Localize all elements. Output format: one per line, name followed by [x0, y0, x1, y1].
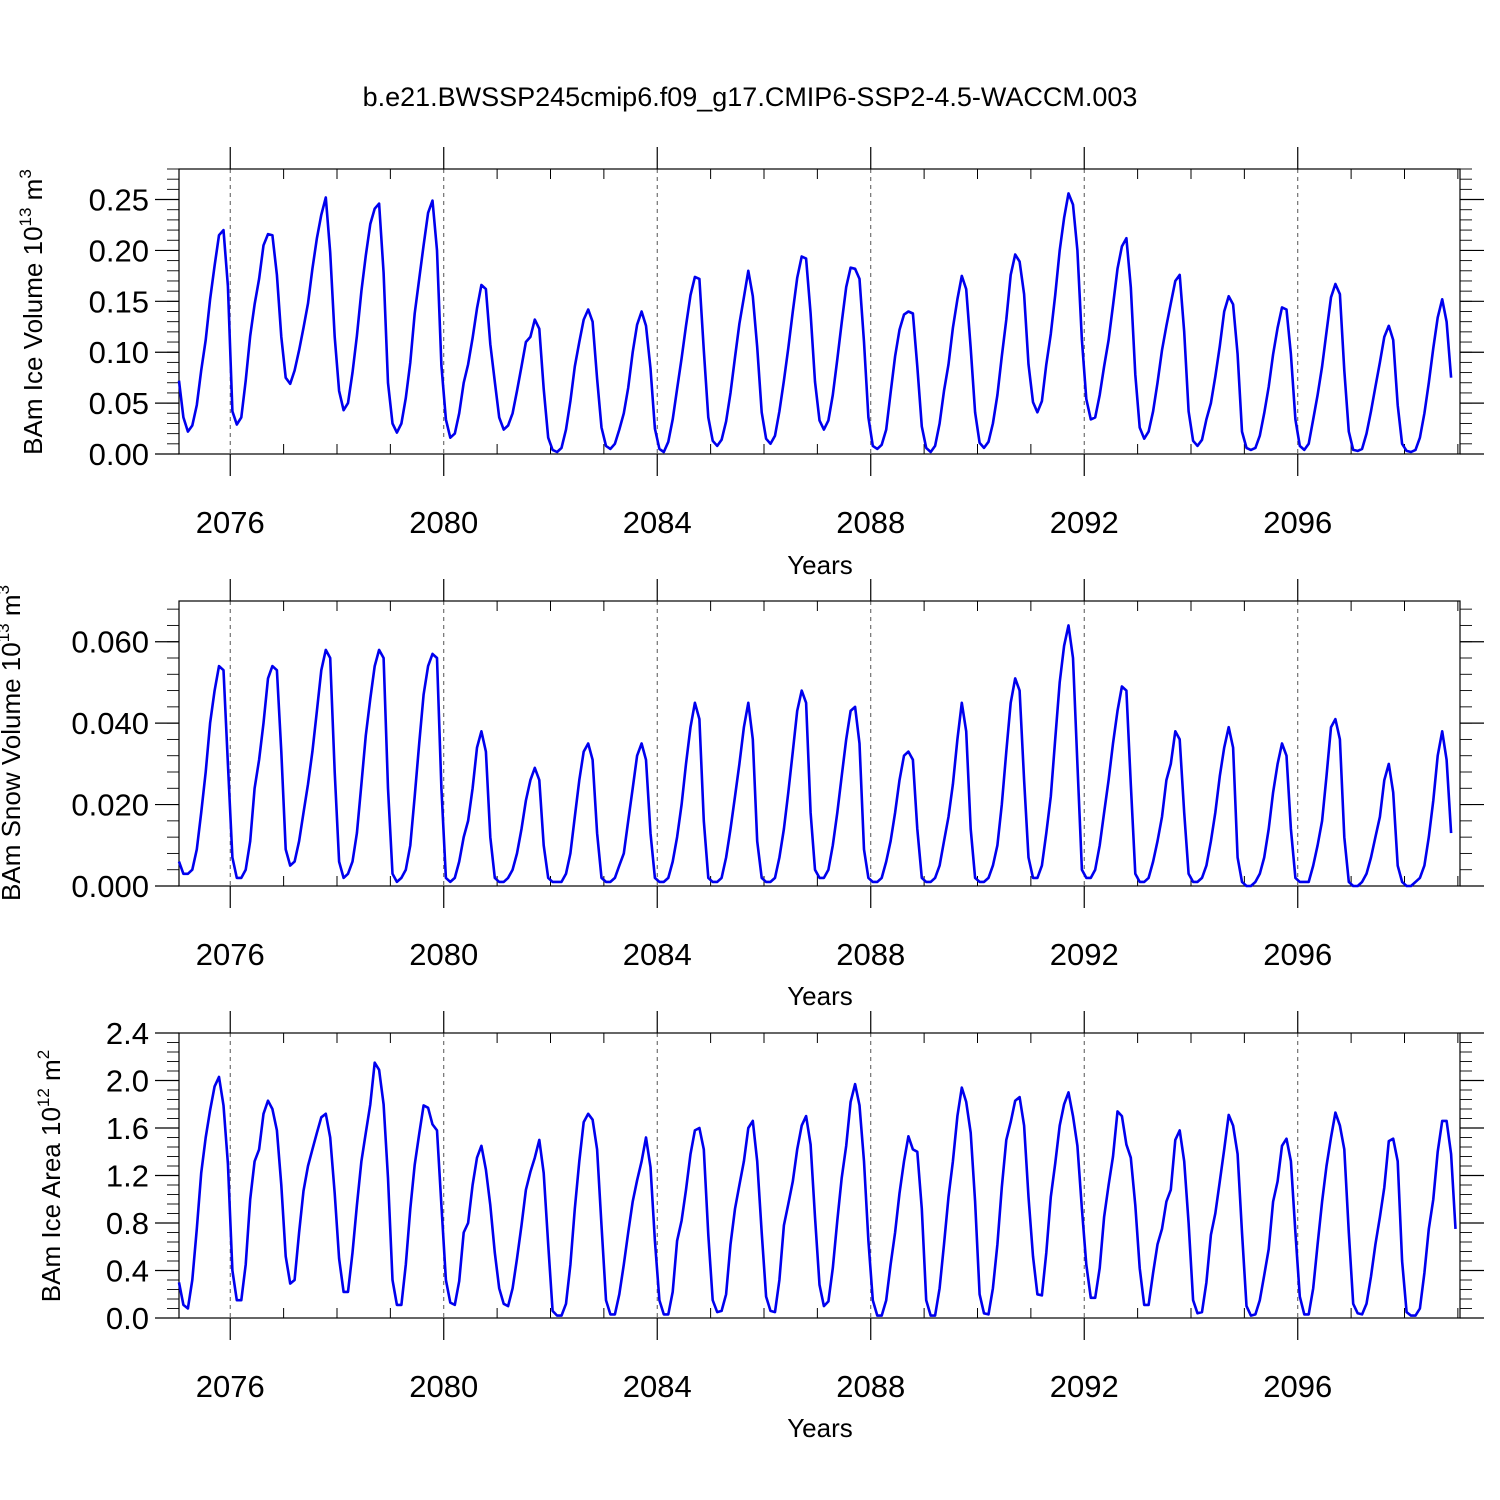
y-axis-label-base: BAm Ice Area 10 — [36, 1107, 66, 1302]
x-tick-label: 2084 — [623, 937, 692, 972]
y-tick-label: 0.8 — [106, 1206, 149, 1241]
panel-snow-volume: Years BAm Snow Volume 1013 m3 2076 2080 20… — [0, 579, 1484, 1011]
x-tick-label: 2076 — [196, 1369, 265, 1404]
y-tick-label: 0.040 — [71, 706, 149, 741]
series-line — [177, 192, 1453, 454]
y-axis-label-exponent: 12 — [34, 1088, 53, 1107]
y-axis-label: BAm Ice Area 1012 m2 — [34, 1050, 66, 1302]
y-axis-label-unit: m — [36, 1059, 66, 1088]
chart-title: b.e21.BWSSP245cmip6.f09_g17.CMIP6-SSP2-4… — [363, 82, 1138, 112]
x-tick-label: 2076 — [196, 505, 265, 540]
y-axis-label-unit: m — [0, 594, 26, 623]
y-tick-label: 0.00 — [89, 437, 149, 472]
x-tick-label: 2080 — [409, 937, 478, 972]
y-tick-label: 0.000 — [71, 869, 149, 904]
y-tick-label: 0.4 — [106, 1254, 149, 1289]
x-tick-label: 2088 — [836, 1369, 905, 1404]
y-axis-label: BAm Snow Volume 1013 m3 — [0, 585, 26, 901]
y-tick-label: 0.25 — [89, 183, 149, 218]
y-tick-label: 0.10 — [89, 335, 149, 370]
y-tick-label: 0.060 — [71, 625, 149, 660]
y-tick-label: 1.2 — [106, 1159, 149, 1194]
series-line — [177, 624, 1453, 888]
y-tick-label: 0.20 — [89, 233, 149, 268]
x-axis-label: Years — [787, 981, 853, 1011]
y-tick-label: 1.6 — [106, 1111, 149, 1146]
x-tick-label: 2080 — [409, 1369, 478, 1404]
y-axis-label-exponent: 13 — [0, 623, 13, 642]
panel-ice-area: Years BAm Ice Area 1012 m2 2076 2080 2084 2… — [34, 1011, 1484, 1443]
y-axis-label-exponent: 13 — [16, 208, 35, 227]
x-tick-label: 2096 — [1263, 1369, 1332, 1404]
y-tick-label: 2.4 — [106, 1016, 149, 1051]
x-tick-label: 2092 — [1050, 1369, 1119, 1404]
x-tick-label: 2096 — [1263, 937, 1332, 972]
x-tick-label: 2084 — [623, 505, 692, 540]
x-axis-label: Years — [787, 550, 853, 580]
plot-frame — [178, 600, 1461, 887]
x-tick-label: 2080 — [409, 505, 478, 540]
y-tick-label: 2.0 — [106, 1064, 149, 1099]
y-tick-label: 0.15 — [89, 284, 149, 319]
y-axis-label-unit-exponent: 3 — [16, 169, 35, 178]
x-tick-label: 2092 — [1050, 937, 1119, 972]
panel-ice-volume: Years BAm Ice Volume 1013 m3 2076 2080 208… — [16, 147, 1484, 580]
y-tick-label: 0.020 — [71, 788, 149, 823]
y-axis-label-unit-exponent: 2 — [34, 1050, 53, 1059]
x-axis-label: Years — [787, 1413, 853, 1443]
y-tick-label: 0.0 — [106, 1301, 149, 1336]
y-axis-label-base: BAm Snow Volume 10 — [0, 642, 26, 901]
y-axis-label: BAm Ice Volume 1013 m3 — [16, 169, 48, 455]
x-tick-label: 2096 — [1263, 505, 1332, 540]
x-tick-label: 2092 — [1050, 505, 1119, 540]
y-axis-label-unit: m — [18, 179, 48, 208]
x-tick-label: 2088 — [836, 937, 905, 972]
y-axis-label-unit-exponent: 3 — [0, 585, 13, 594]
x-tick-label: 2084 — [623, 1369, 692, 1404]
y-axis-label-base: BAm Ice Volume 10 — [18, 226, 48, 454]
x-tick-label: 2076 — [196, 937, 265, 972]
series-line — [177, 1061, 1457, 1317]
y-tick-label: 0.05 — [89, 386, 149, 421]
x-tick-label: 2088 — [836, 505, 905, 540]
